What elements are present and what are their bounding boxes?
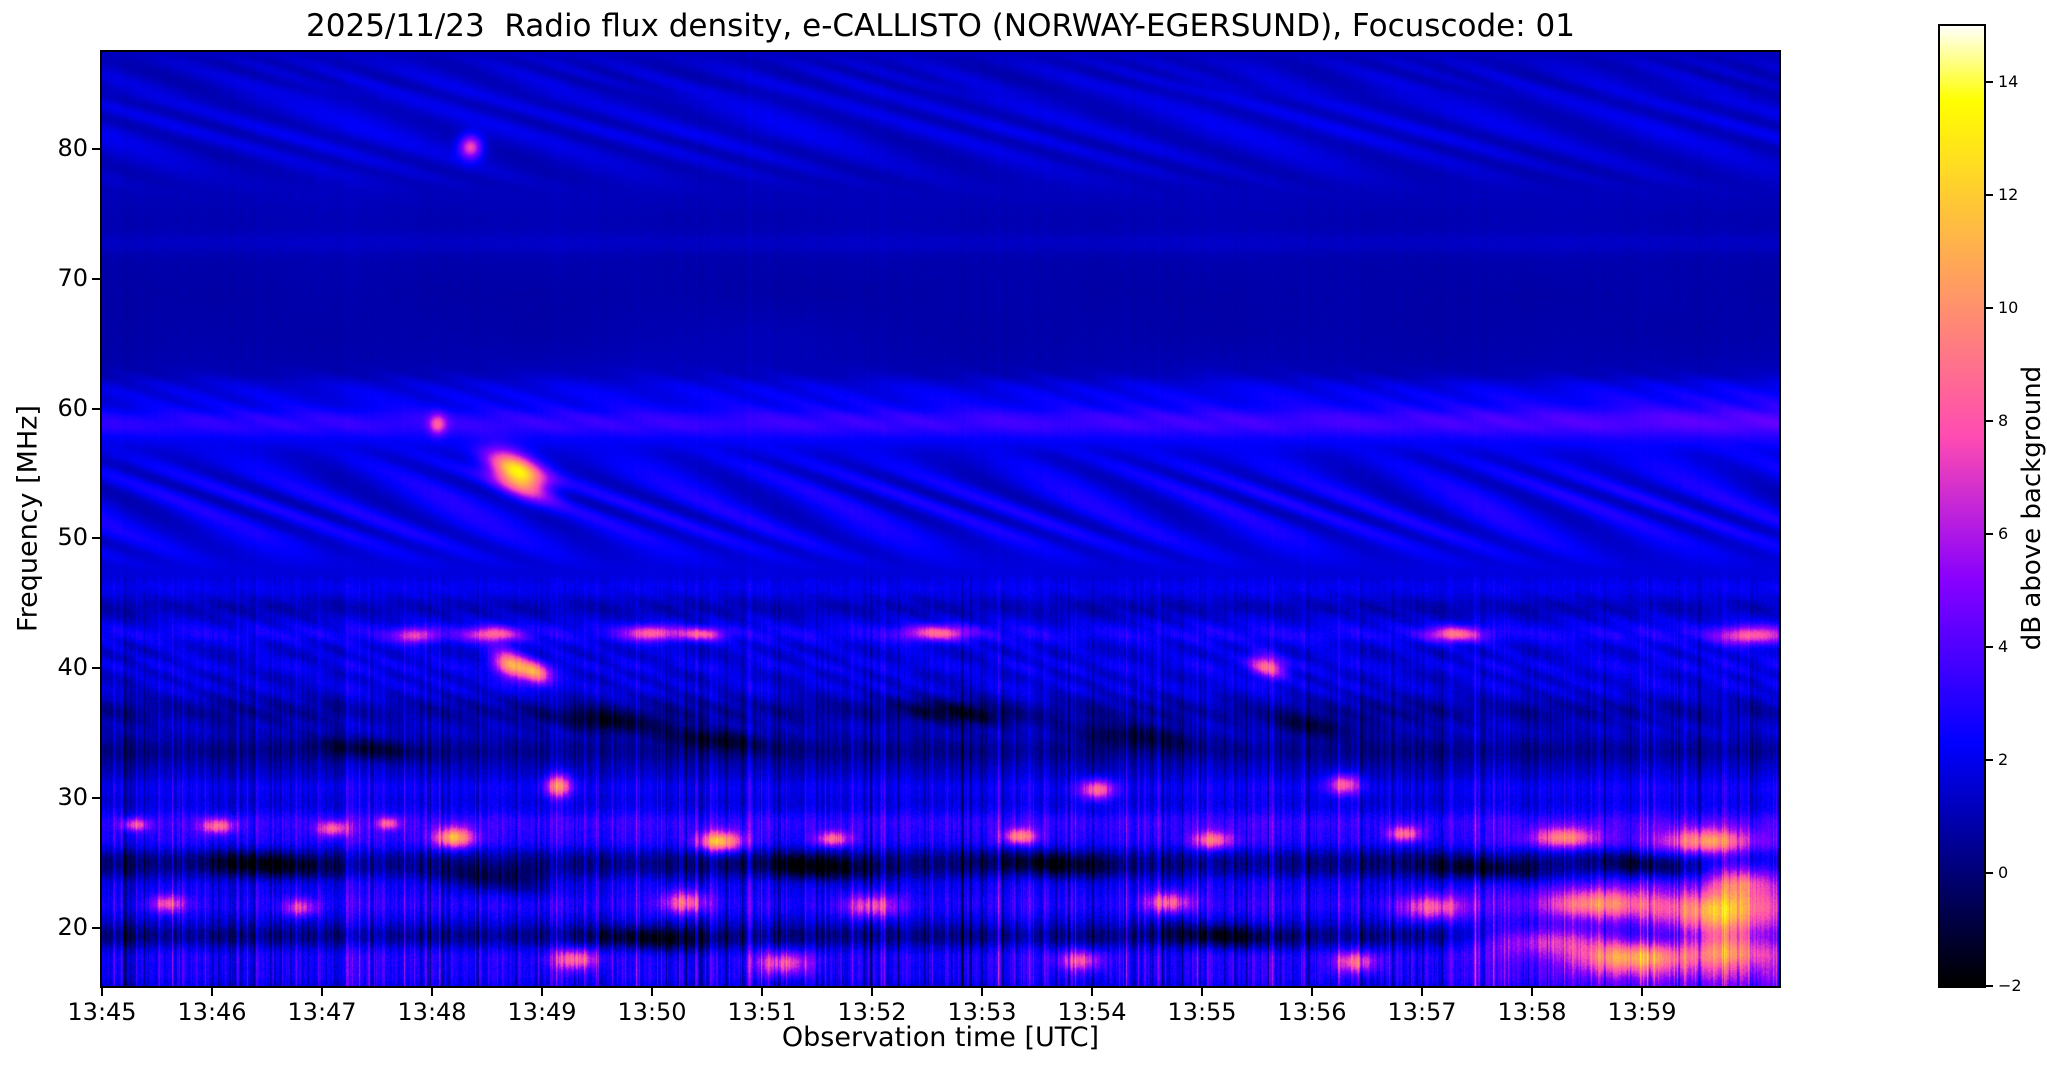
x-tick-label: 13:57 <box>1387 998 1457 1026</box>
y-tick-label: 50 <box>57 523 88 551</box>
colorbar-tick-mark <box>1986 985 1993 987</box>
x-tick-label: 13:48 <box>397 998 467 1026</box>
y-tick-label: 20 <box>57 913 88 941</box>
x-tick-mark <box>761 988 763 996</box>
x-tick-label: 13:56 <box>1277 998 1347 1026</box>
x-tick-mark <box>981 988 983 996</box>
x-tick-label: 13:59 <box>1607 998 1677 1026</box>
colorbar-tick-mark <box>1986 81 1993 83</box>
chart-title: 2025/11/23 Radio flux density, e-CALLIST… <box>306 8 1575 44</box>
colorbar-canvas <box>1940 26 1984 986</box>
colorbar-tick-mark <box>1986 872 1993 874</box>
colorbar-label: dB above background <box>2017 365 2047 651</box>
colorbar-tick-label: 10 <box>1998 298 2019 317</box>
y-tick-mark <box>92 927 100 929</box>
x-tick-label: 13:46 <box>177 998 247 1026</box>
x-tick-label: 13:45 <box>67 998 137 1026</box>
y-tick-mark <box>92 278 100 280</box>
colorbar-tick-label: 14 <box>1998 72 2019 91</box>
x-tick-label: 13:51 <box>727 998 797 1026</box>
x-tick-mark <box>211 988 213 996</box>
y-tick-mark <box>92 797 100 799</box>
y-tick-label: 80 <box>57 134 88 162</box>
x-tick-mark <box>101 988 103 996</box>
x-tick-label: 13:53 <box>947 998 1017 1026</box>
x-tick-mark <box>321 988 323 996</box>
colorbar-tick-mark <box>1986 759 1993 761</box>
x-tick-mark <box>651 988 653 996</box>
x-tick-mark <box>1311 988 1313 996</box>
colorbar-tick-label: 4 <box>1998 637 2009 656</box>
x-tick-mark <box>541 988 543 996</box>
y-tick-label: 70 <box>57 264 88 292</box>
y-tick-label: 30 <box>57 783 88 811</box>
x-tick-label: 13:54 <box>1057 998 1127 1026</box>
x-tick-label: 13:52 <box>837 998 907 1026</box>
y-tick-mark <box>92 408 100 410</box>
x-tick-label: 13:47 <box>287 998 357 1026</box>
x-tick-mark <box>1091 988 1093 996</box>
colorbar-tick-mark <box>1986 533 1993 535</box>
y-tick-label: 60 <box>57 394 88 422</box>
x-tick-label: 13:50 <box>617 998 687 1026</box>
y-tick-mark <box>92 537 100 539</box>
x-tick-mark <box>1531 988 1533 996</box>
colorbar-tick-mark <box>1986 420 1993 422</box>
x-tick-label: 13:55 <box>1167 998 1237 1026</box>
x-tick-mark <box>871 988 873 996</box>
colorbar-tick-label: 6 <box>1998 524 2009 543</box>
x-tick-mark <box>1641 988 1643 996</box>
x-tick-mark <box>1421 988 1423 996</box>
colorbar-tick-label: 12 <box>1998 185 2019 204</box>
x-tick-mark <box>431 988 433 996</box>
colorbar-tick-label: 8 <box>1998 411 2009 430</box>
y-tick-label: 40 <box>57 653 88 681</box>
spectrogram-canvas <box>102 52 1779 986</box>
y-tick-mark <box>92 667 100 669</box>
y-tick-mark <box>92 148 100 150</box>
colorbar-tick-label: 0 <box>1998 863 2009 882</box>
x-tick-mark <box>1201 988 1203 996</box>
colorbar-tick-mark <box>1986 194 1993 196</box>
colorbar-tick-label: −2 <box>1998 976 2022 995</box>
x-axis-label: Observation time [UTC] <box>781 1022 1100 1053</box>
colorbar-tick-label: 2 <box>1998 750 2009 769</box>
colorbar-tick-mark <box>1986 646 1993 648</box>
x-tick-label: 13:58 <box>1497 998 1567 1026</box>
colorbar-tick-mark <box>1986 307 1993 309</box>
x-tick-label: 13:49 <box>507 998 577 1026</box>
